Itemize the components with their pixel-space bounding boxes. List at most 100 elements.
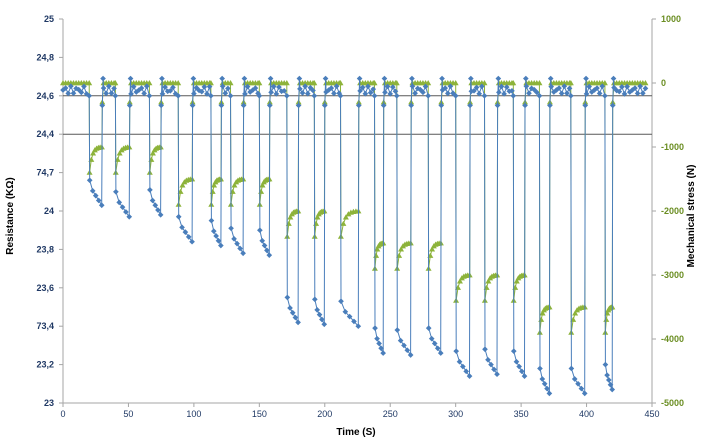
resistance-point [264,247,270,254]
stress-point [601,80,608,86]
resistance-point [295,319,301,326]
stress-point [314,214,321,220]
resistance-point [259,237,266,244]
resistance-point [374,335,380,342]
resistance-point [575,380,581,387]
resistance-point [225,85,231,92]
resistance-point [407,352,414,358]
resistance-point [408,102,414,109]
resistance-point [98,202,105,209]
resistance-point [425,92,432,99]
resistance-point [367,89,374,96]
resistance-point [425,325,432,331]
resistance-point [519,368,525,375]
resistance-point [146,92,153,99]
resistance-line [62,78,646,396]
resistance-point [516,363,522,370]
resistance-point [362,90,369,97]
resistance-point [276,84,282,90]
resistance-point [328,85,335,91]
resistance-point [342,308,349,315]
stress-point [510,80,517,86]
resistance-point [438,102,445,109]
resistance-point [380,102,387,109]
resistance-point [616,88,623,95]
resistance-point [546,390,553,397]
stress-point [311,80,318,86]
resistance-point [431,340,438,347]
y-left-tick-label: 73,4 [36,321,54,331]
resistance-point [167,88,174,94]
resistance-point [476,90,483,97]
stress-point [146,80,153,86]
y-right-tick-label: 0 [661,78,666,88]
resistance-point [393,92,400,99]
resistance-point [331,90,337,97]
resistance-point [439,75,445,82]
resistance-point [453,348,460,354]
y-left-tick-label: 23,2 [36,360,54,370]
resistance-point [536,92,543,99]
stress-point [371,80,378,86]
resistance-point [210,228,217,234]
y-right-tick-label: 1000 [661,14,681,24]
resistance-point [381,75,388,82]
resistance-point [113,188,119,195]
resistance-point [159,75,165,82]
resistance-point [513,358,520,365]
resistance-point [434,345,441,352]
resistance-point [510,348,517,354]
x-tick-label: 250 [383,409,398,419]
resistance-point [252,85,259,91]
resistance-point [392,88,399,95]
resistance-point [218,102,225,109]
resistance-point [583,91,590,97]
resistance-point [394,327,401,333]
resistance-point [640,90,646,97]
resistance-point [242,91,248,97]
resistance-point [509,87,515,94]
resistance-point [466,373,473,379]
y-left-tick-label: 24,6 [36,91,54,101]
resistance-point [521,373,528,379]
y-left-tick-label: 23 [44,398,54,408]
resistance-point [228,225,234,232]
resistance-point [314,307,321,313]
resistance-point [558,90,565,97]
resistance-point [266,252,273,258]
stress-point [179,182,186,188]
resistance-point [642,85,649,92]
resistance-point [619,84,625,90]
resistance-point [227,92,234,99]
resistance-point [240,250,246,257]
stress-point [211,182,218,188]
resistance-point [130,83,137,90]
resistance-point [547,75,554,82]
resistance-point [602,361,609,368]
resistance-point [89,188,96,194]
resistance-point [501,91,507,97]
stress-point [642,80,649,86]
resistance-point [637,83,644,90]
resistance-point [312,296,318,303]
resistance-point [244,83,251,90]
resistance-point [100,75,106,82]
resistance-point [541,380,548,387]
resistance-point [596,90,603,97]
resistance-point [544,385,550,392]
resistance-point [162,84,168,90]
resistance-point [152,202,159,209]
resistance-point [409,83,416,90]
stress-point [175,80,182,86]
resistance-point [68,83,74,90]
resistance-point [182,229,189,235]
resistance-point [380,350,386,356]
stress-point [287,214,294,220]
resistance-point [346,313,353,320]
resistance-point [420,89,426,96]
resistance-point [495,75,502,82]
resistance-point [157,212,164,218]
resistance-point [292,314,299,321]
resistance-point [208,92,214,99]
